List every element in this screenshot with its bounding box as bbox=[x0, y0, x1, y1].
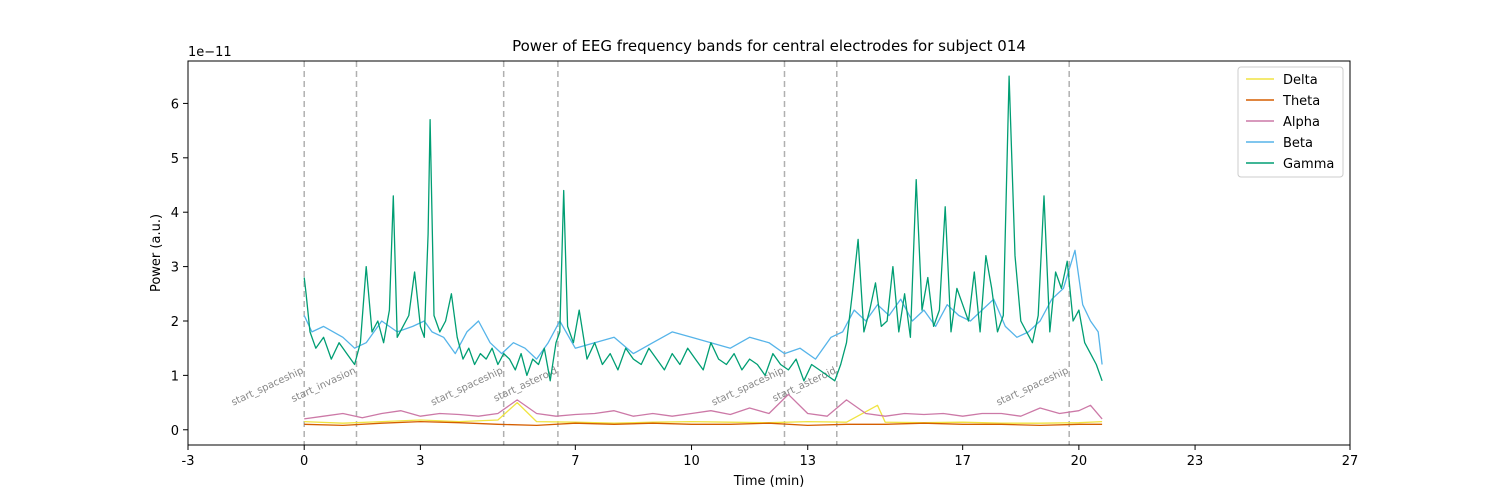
x-tick-label-5: 13 bbox=[799, 454, 816, 469]
legend-label-beta: Beta bbox=[1283, 136, 1313, 151]
legend-frame bbox=[1237, 66, 1344, 178]
x-tick-label-6: 17 bbox=[954, 454, 971, 469]
y-tick-label-0: 0 bbox=[171, 424, 179, 439]
x-tick-label-2: 3 bbox=[416, 454, 424, 469]
x-tick-label-4: 10 bbox=[683, 454, 700, 469]
y-axis-label: Power (a.u.) bbox=[149, 214, 164, 292]
series-line-delta bbox=[304, 401, 1103, 424]
y-tick-label-3: 3 bbox=[171, 261, 179, 276]
y-tick-label-6: 6 bbox=[171, 97, 179, 112]
x-tick-label-8: 23 bbox=[1187, 454, 1204, 469]
series-line-beta bbox=[303, 249, 1103, 365]
x-tick-label-3: 7 bbox=[571, 454, 579, 469]
legend-label-gamma: Gamma bbox=[1283, 157, 1334, 172]
x-axis-label: Time (min) bbox=[733, 474, 805, 489]
series-line-theta bbox=[304, 420, 1103, 427]
x-tick-label-7: 20 bbox=[1071, 454, 1088, 469]
series-line-alpha bbox=[304, 393, 1103, 420]
y-tick-label-4: 4 bbox=[171, 206, 179, 221]
legend: Delta Theta Alpha Beta Gamma bbox=[1237, 66, 1344, 178]
x-tick-label-9: 27 bbox=[1342, 454, 1359, 469]
chart-title: Power of EEG frequency bands for central… bbox=[512, 37, 1026, 55]
legend-label-delta: Delta bbox=[1283, 73, 1318, 88]
legend-label-alpha: Alpha bbox=[1283, 115, 1320, 130]
legend-label-theta: Theta bbox=[1282, 94, 1320, 109]
series-line-gamma bbox=[303, 75, 1103, 382]
y-tick-label-5: 5 bbox=[171, 152, 179, 167]
y-offset-text: 1e−11 bbox=[188, 45, 232, 60]
x-tick-label-0: -3 bbox=[182, 454, 195, 469]
x-tick-label-1: 0 bbox=[300, 454, 308, 469]
y-tick-label-2: 2 bbox=[171, 315, 179, 330]
axes-frame bbox=[187, 60, 1351, 446]
y-tick-label-1: 1 bbox=[171, 369, 179, 384]
